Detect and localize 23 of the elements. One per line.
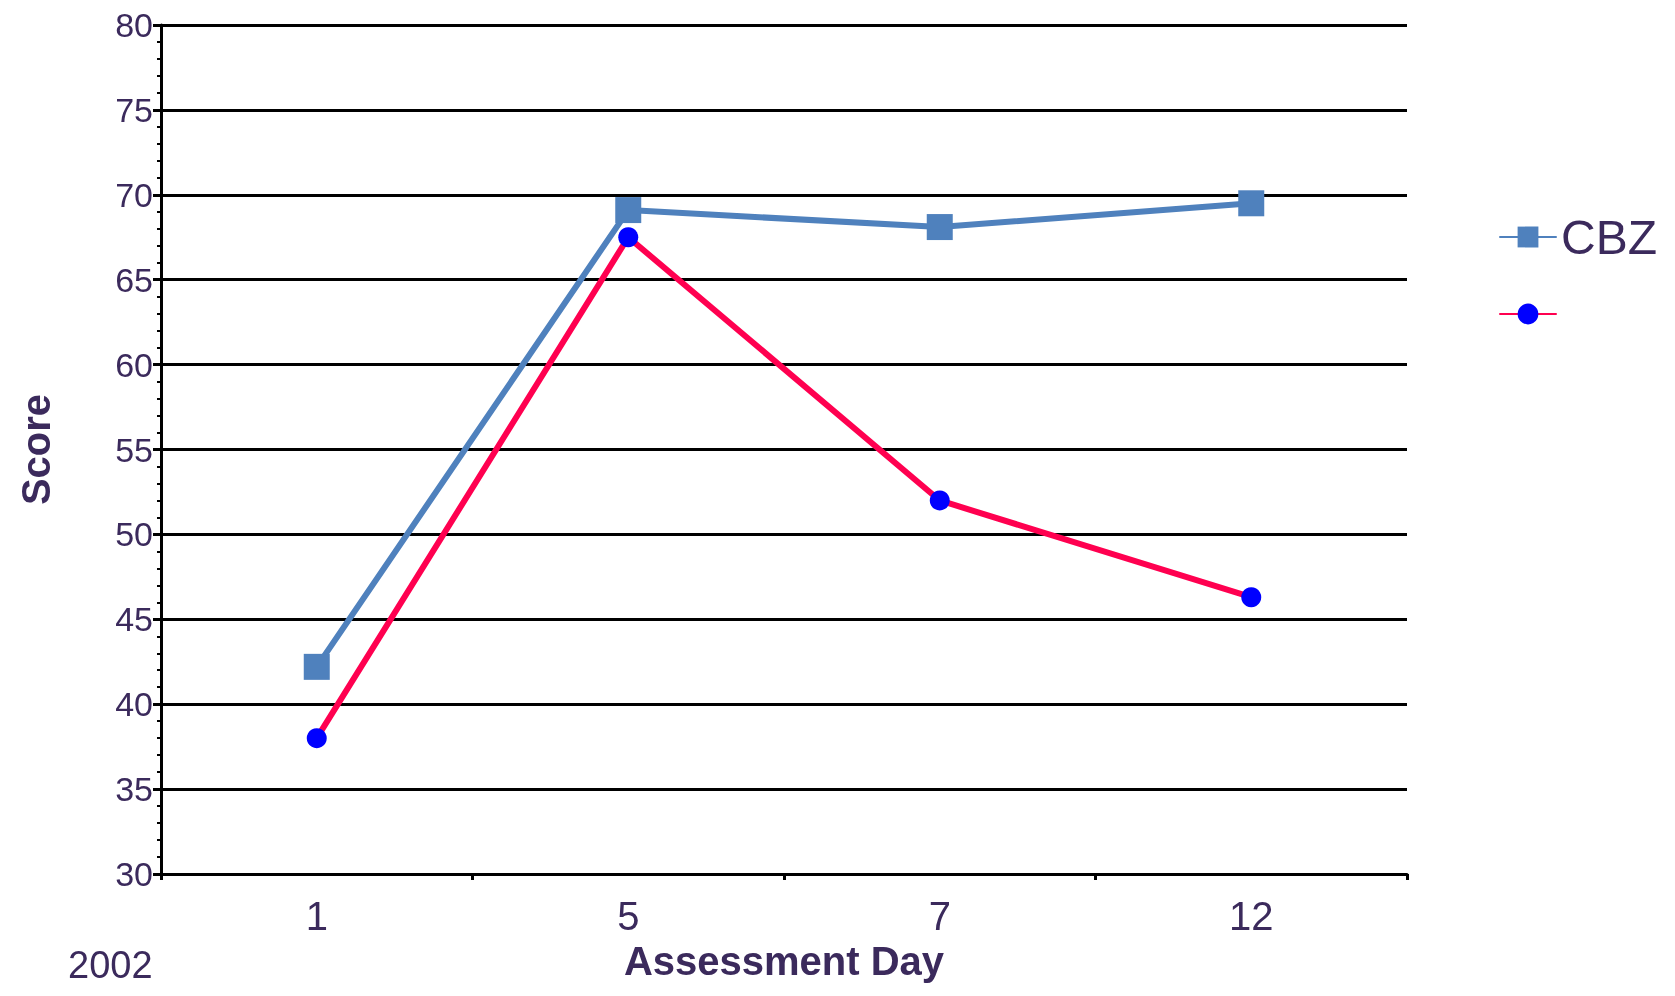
point	[303, 653, 330, 680]
legend-label: CBZ	[1561, 210, 1657, 264]
y-tick-label: 80	[115, 6, 153, 44]
y-tick-label: 60	[115, 345, 153, 384]
y-tick-label: 55	[115, 430, 153, 469]
text: 2002	[68, 944, 153, 986]
point	[615, 197, 642, 224]
x-axis-title: Assessment Day	[623, 938, 945, 983]
y-tick-label: 30	[115, 855, 153, 893]
y-tick-label: 65	[115, 260, 153, 299]
y-axis-title: Score	[14, 393, 58, 506]
y-tick-label: 35	[115, 770, 153, 809]
x-tick-label: 5	[617, 894, 640, 938]
point	[1238, 190, 1265, 217]
y-tick-label: 70	[115, 175, 153, 214]
y-tick-label: 50	[115, 515, 153, 554]
x-tick-label: 7	[928, 894, 951, 938]
point	[926, 214, 953, 241]
x-tick-label: 1	[305, 894, 328, 938]
y-tick-label: 45	[115, 600, 153, 639]
y-tick-label: 40	[115, 685, 153, 724]
y-tick-label: 75	[115, 90, 153, 129]
x-tick-label: 12	[1229, 894, 1274, 938]
